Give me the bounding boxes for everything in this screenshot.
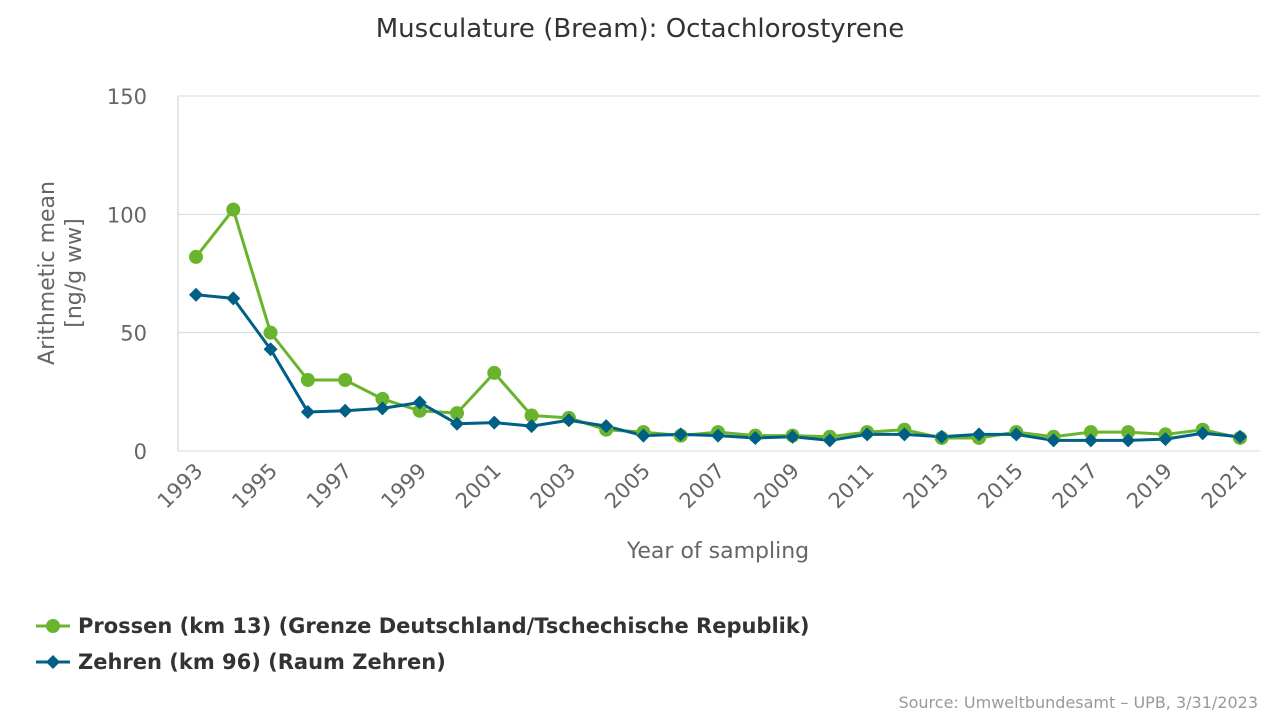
x-tick-label-2013: 2013 xyxy=(898,459,953,514)
x-tick-label-1997: 1997 xyxy=(302,459,357,514)
data-point-s1-2018 xyxy=(1121,433,1136,448)
data-point-s0-1998 xyxy=(375,391,390,406)
data-point-s1-2005 xyxy=(636,428,651,443)
data-point-s1-2013 xyxy=(934,429,949,444)
data-point-s1-2014 xyxy=(972,427,986,442)
source-credit: Source: Umweltbundesamt – UPB, 3/31/2023 xyxy=(898,693,1258,712)
legend-item-zehren[interactable]: Zehren (km 96) (Raum Zehren) xyxy=(36,644,809,680)
legend-label-prossen: Prossen (km 13) (Grenze Deutschland/Tsch… xyxy=(78,614,810,638)
data-point-s1-2020 xyxy=(1195,426,1210,441)
x-tick-label-2009: 2009 xyxy=(749,459,804,514)
data-point-s0-2017 xyxy=(1083,425,1098,440)
data-point-s1-2009 xyxy=(785,429,800,444)
x-tick-label-1999: 1999 xyxy=(376,459,431,514)
x-axis-title: Year of sampling xyxy=(626,539,809,564)
y-tick-label-0: 0 xyxy=(134,440,147,464)
data-point-s1-1996 xyxy=(300,404,315,419)
data-point-s1-1999 xyxy=(412,395,427,410)
data-point-s1-1995 xyxy=(263,342,278,357)
data-point-s1-2010 xyxy=(822,433,837,448)
legend-circle-marker-icon xyxy=(36,619,70,633)
x-tick-label-2003: 2003 xyxy=(526,459,581,514)
data-point-s1-1994 xyxy=(226,291,241,306)
data-point-s1-2006 xyxy=(673,427,688,442)
x-tick-label-2005: 2005 xyxy=(600,459,655,514)
data-point-s1-2008 xyxy=(748,430,763,445)
chart-title: Musculature (Bream): Octachlorostyrene xyxy=(375,14,905,44)
x-tick-label-2001: 2001 xyxy=(451,459,506,514)
data-point-s0-2018 xyxy=(1121,425,1136,440)
data-point-s0-2001 xyxy=(487,365,502,380)
data-point-s1-2000 xyxy=(450,416,464,431)
data-point-s1-2011 xyxy=(860,427,875,442)
x-tick-label-2011: 2011 xyxy=(824,459,879,514)
data-point-s1-1998 xyxy=(375,401,390,416)
x-tick-label-2017: 2017 xyxy=(1048,459,1103,514)
data-point-s0-1996 xyxy=(300,373,315,387)
x-tick-label-1993: 1993 xyxy=(153,459,208,514)
series-line-1 xyxy=(195,293,1241,442)
data-point-s1-2003 xyxy=(561,413,576,428)
y-tick-label-150: 150 xyxy=(107,85,147,109)
data-point-s0-2000 xyxy=(450,406,464,421)
series-line-0 xyxy=(194,208,1241,440)
y-axis-title-line2: [ng/g ww] xyxy=(62,218,87,327)
legend-item-prossen[interactable]: Prossen (km 13) (Grenze Deutschland/Tsch… xyxy=(36,608,809,644)
legend-diamond-marker-icon xyxy=(36,655,70,669)
legend: Prossen (km 13) (Grenze Deutschland/Tsch… xyxy=(36,608,809,680)
x-tick-label-1995: 1995 xyxy=(227,459,282,514)
x-tick-label-2019: 2019 xyxy=(1122,459,1177,514)
data-point-s1-1993 xyxy=(189,287,203,302)
x-tick-label-2015: 2015 xyxy=(973,459,1028,514)
data-point-s0-1999 xyxy=(412,403,427,418)
y-tick-label-100: 100 xyxy=(107,203,147,227)
data-point-s1-2001 xyxy=(487,415,502,430)
legend-label-zehren: Zehren (km 96) (Raum Zehren) xyxy=(78,650,446,674)
data-point-s0-1995 xyxy=(263,325,278,340)
data-point-s0-1993 xyxy=(189,249,203,264)
data-point-s1-2002 xyxy=(524,419,539,434)
data-point-s1-1997 xyxy=(338,403,353,418)
data-point-s1-2016 xyxy=(1046,433,1061,448)
y-axis-title-line1: Arithmetic mean xyxy=(35,181,60,365)
data-point-s1-2017 xyxy=(1083,433,1098,448)
data-point-s0-1997 xyxy=(338,373,353,387)
data-point-s1-2015 xyxy=(1009,427,1024,442)
data-point-s1-2004 xyxy=(599,419,614,434)
data-point-s1-2012 xyxy=(897,427,912,442)
data-point-s1-2007 xyxy=(711,428,725,443)
data-point-s0-2002 xyxy=(524,408,539,423)
data-point-s1-2019 xyxy=(1158,432,1173,447)
data-point-s0-1994 xyxy=(226,202,241,217)
y-tick-label-50: 50 xyxy=(120,322,147,346)
x-tick-label-2007: 2007 xyxy=(675,459,730,514)
data-point-s1-2021 xyxy=(1233,429,1247,444)
x-tick-label-2021: 2021 xyxy=(1197,459,1252,514)
